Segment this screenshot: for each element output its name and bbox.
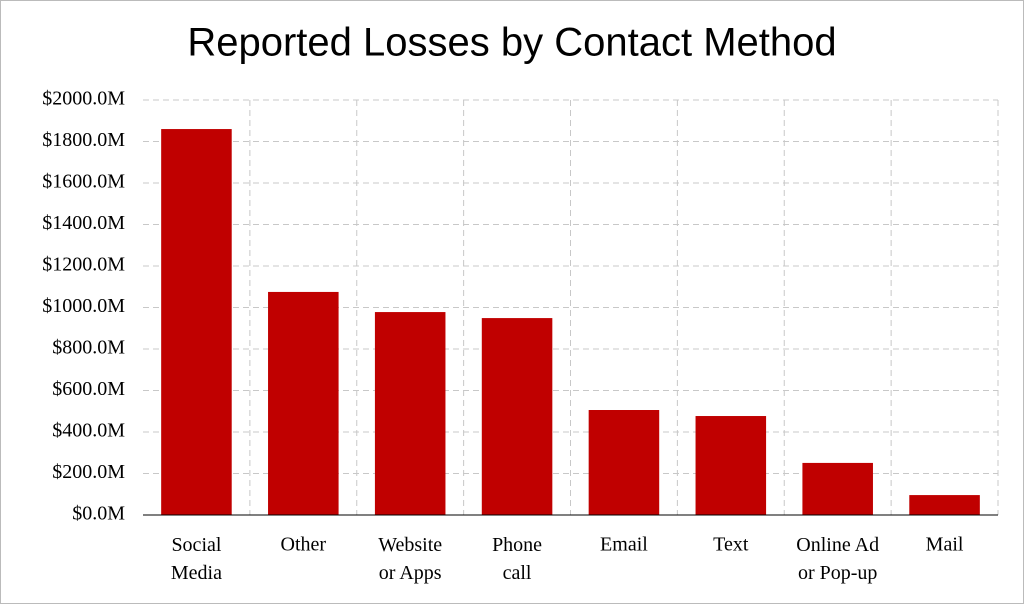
y-tick-label: $0.0M bbox=[72, 503, 125, 525]
bar bbox=[909, 495, 980, 515]
x-tick-label: Email bbox=[600, 534, 648, 556]
x-tick-label: Mail bbox=[926, 534, 964, 556]
y-tick-label: $200.0M bbox=[52, 461, 125, 483]
y-tick-label: $1200.0M bbox=[42, 254, 125, 276]
y-tick-label: $1400.0M bbox=[42, 212, 125, 234]
y-tick-label: $400.0M bbox=[52, 420, 125, 442]
x-tick-label: Other bbox=[281, 534, 327, 556]
bar bbox=[802, 462, 873, 515]
bar bbox=[481, 318, 553, 515]
bar bbox=[268, 291, 339, 515]
y-tick-label: $800.0M bbox=[52, 337, 125, 359]
bar bbox=[695, 416, 767, 515]
x-tick-label: Phone call bbox=[492, 534, 542, 584]
x-tick-label: Social Media bbox=[171, 534, 222, 584]
y-tick-label: $1600.0M bbox=[42, 171, 125, 193]
x-tick-label: Website or Apps bbox=[378, 534, 442, 584]
y-tick-label: $600.0M bbox=[52, 378, 125, 400]
bar bbox=[374, 312, 446, 515]
y-tick-label: $1800.0M bbox=[42, 129, 125, 151]
chart-title: Reported Losses by Contact Method bbox=[187, 21, 836, 65]
y-tick-label: $2000.0M bbox=[42, 88, 125, 110]
x-tick-label: Online Ad or Pop-up bbox=[796, 534, 879, 584]
y-tick-label: $1000.0M bbox=[42, 295, 125, 317]
bar bbox=[588, 410, 660, 515]
x-tick-label: Text bbox=[713, 534, 749, 556]
bar bbox=[161, 129, 232, 516]
